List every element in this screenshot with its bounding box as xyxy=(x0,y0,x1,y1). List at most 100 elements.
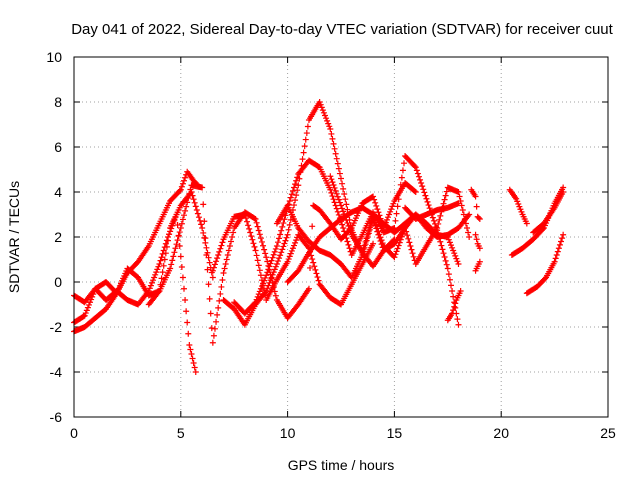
data-point xyxy=(157,257,164,264)
data-point xyxy=(255,227,262,234)
data-point xyxy=(195,214,202,221)
data-point xyxy=(279,246,286,253)
data-point xyxy=(374,206,381,213)
data-point xyxy=(285,226,292,233)
data-point xyxy=(425,202,432,209)
data-point xyxy=(371,216,378,223)
data-point xyxy=(289,245,296,252)
data-point xyxy=(448,242,455,249)
data-point xyxy=(335,165,342,172)
data-point xyxy=(209,267,216,274)
data-point xyxy=(451,303,458,310)
data-point xyxy=(222,261,229,267)
data-point xyxy=(452,252,459,259)
data-point xyxy=(260,242,267,249)
data-point xyxy=(256,267,263,274)
data-point xyxy=(437,238,444,245)
data-point xyxy=(429,214,436,221)
data-point xyxy=(254,257,261,264)
series-track-14 xyxy=(472,231,483,252)
data-point xyxy=(241,211,248,218)
data-point xyxy=(266,279,273,286)
data-point xyxy=(515,201,522,207)
data-point xyxy=(179,180,186,187)
data-point xyxy=(326,123,333,130)
data-point xyxy=(389,203,396,210)
data-point xyxy=(476,245,483,252)
data-point xyxy=(210,332,217,339)
data-point xyxy=(252,216,259,222)
data-point xyxy=(255,291,262,298)
data-point xyxy=(328,130,335,137)
data-point xyxy=(449,310,456,317)
data-point xyxy=(189,355,196,362)
data-point xyxy=(281,216,288,223)
data-point xyxy=(330,182,337,189)
data-point xyxy=(91,288,98,295)
data-point xyxy=(176,229,183,236)
data-point xyxy=(283,234,290,241)
series-track-10 xyxy=(327,173,462,267)
data-point xyxy=(254,223,261,230)
data-point xyxy=(264,285,271,292)
data-point xyxy=(258,283,265,290)
data-point xyxy=(182,174,189,181)
data-point xyxy=(442,257,449,264)
data-point xyxy=(183,203,190,210)
chart-title: Day 041 of 2022, Sidereal Day-to-day VTE… xyxy=(71,21,613,38)
data-point xyxy=(251,243,258,250)
data-point xyxy=(396,189,403,195)
data-point xyxy=(178,183,185,190)
data-point xyxy=(265,282,272,289)
data-point xyxy=(208,325,215,332)
data-point xyxy=(179,216,186,223)
data-point xyxy=(309,256,316,263)
data-point xyxy=(414,170,421,177)
data-point xyxy=(339,180,346,187)
data-point xyxy=(461,216,468,222)
y-axis-label: SDTVAR / TECUs xyxy=(6,181,22,293)
data-point xyxy=(173,241,180,248)
data-point xyxy=(560,231,567,238)
data-point xyxy=(205,281,212,288)
data-point xyxy=(181,212,188,219)
series-track-12 xyxy=(444,288,464,324)
data-point xyxy=(436,216,443,223)
data-point xyxy=(359,249,366,256)
data-point xyxy=(292,239,299,246)
data-point xyxy=(272,263,279,270)
data-point xyxy=(421,189,428,196)
data-point xyxy=(248,233,255,240)
data-point xyxy=(244,218,251,225)
data-point xyxy=(320,109,327,116)
data-point xyxy=(215,252,222,258)
data-point xyxy=(364,231,371,238)
data-point xyxy=(271,266,278,273)
data-point xyxy=(151,274,158,281)
series-track-16 xyxy=(506,186,530,227)
data-point xyxy=(560,189,567,195)
data-point xyxy=(177,186,184,193)
data-point xyxy=(251,300,258,307)
data-point xyxy=(163,243,170,250)
data-point xyxy=(328,189,335,196)
data-point xyxy=(307,264,314,271)
data-point xyxy=(459,207,466,213)
data-point xyxy=(401,227,408,234)
data-point xyxy=(257,235,264,242)
data-point xyxy=(292,197,299,204)
data-point xyxy=(281,240,288,247)
data-point xyxy=(327,173,334,180)
data-point xyxy=(192,203,199,210)
data-point xyxy=(450,247,457,254)
data-point xyxy=(395,196,402,203)
data-point xyxy=(456,193,463,200)
data-point xyxy=(209,274,216,281)
data-point xyxy=(334,193,341,200)
data-point xyxy=(392,217,399,224)
data-point xyxy=(373,202,380,209)
data-point xyxy=(278,249,285,256)
data-point xyxy=(329,135,336,142)
data-point xyxy=(276,235,283,242)
y-tick-label: -4 xyxy=(50,364,63,380)
